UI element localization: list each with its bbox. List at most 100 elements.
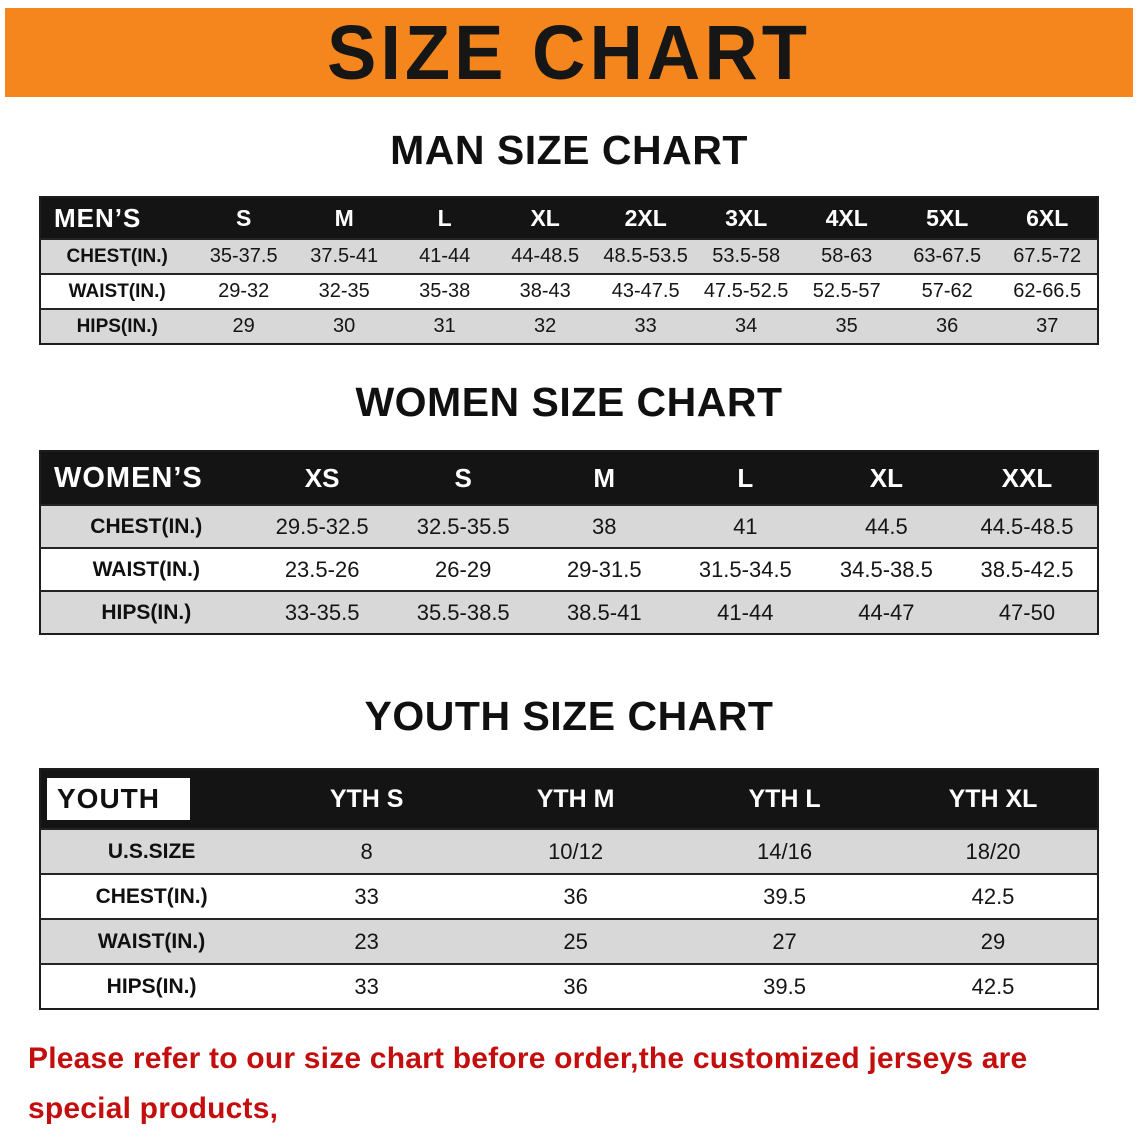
column-header-cell: L — [394, 197, 495, 240]
column-header-cell: S — [193, 197, 294, 240]
table-row: U.S.SIZE 8 10/12 14/16 18/20 — [40, 829, 1098, 875]
size-chart-banner: SIZE CHART — [5, 8, 1133, 97]
value-cell: 14/16 — [757, 838, 813, 864]
value-cell: 36 — [563, 883, 588, 909]
column-header-cell: XL — [494, 197, 596, 240]
value-cell: 8 — [360, 838, 373, 864]
value-cell: 57-62 — [921, 280, 973, 303]
table-row: CHEST(IN.) 29.5-32.5 32.5-35.5 38 41 44.5 44.5… — [40, 505, 1098, 549]
value-cell: 23 — [354, 928, 379, 954]
value-cell: 29-31.5 — [566, 556, 642, 582]
column-header-cell: 6XL — [997, 197, 1098, 240]
row-label-cell: WAIST(IN.) — [68, 280, 166, 302]
youth-size-table: YOUTH YTH S YTH M YTH L YTH XL U.S.SIZE 8 10/12… — [39, 768, 1099, 1011]
row-label-cell: CHEST(IN.) — [90, 514, 203, 538]
value-cell: 34 — [735, 315, 758, 338]
value-cell: 33 — [354, 883, 379, 909]
row-label-cell: CHEST(IN.) — [66, 245, 168, 267]
value-cell: 44.5-48.5 — [980, 513, 1074, 539]
table-head: WOMEN’S XS S M L XL XXL — [40, 451, 1098, 506]
value-cell: 38 — [592, 513, 617, 539]
table-head: YOUTH YTH S YTH M YTH L YTH XL — [40, 769, 1098, 830]
table-head: MEN’S S M L XL 2XL 3XL 4XL 5XL 6XL — [40, 197, 1098, 240]
column-header-cell: YTH XL — [889, 769, 1098, 830]
column-header-cell: XS — [251, 451, 393, 506]
men-section-heading: MAN SIZE CHART — [390, 127, 748, 173]
value-cell: 37.5-41 — [310, 245, 379, 268]
value-cell: 41-44 — [419, 245, 471, 268]
youth-section-heading: YOUTH SIZE CHART — [364, 693, 774, 740]
value-cell: 29 — [980, 928, 1006, 954]
value-cell: 41-44 — [717, 599, 774, 625]
column-header-cell: XXL — [956, 451, 1098, 506]
table-title-cell: YOUTH — [40, 769, 263, 830]
value-cell: 32.5-35.5 — [416, 513, 510, 539]
value-cell: 35 — [835, 315, 858, 338]
value-cell: 34.5-38.5 — [839, 556, 933, 582]
table-title-label: YOUTH — [47, 778, 190, 821]
value-cell: 38.5-42.5 — [980, 556, 1074, 582]
men-section: MAN SIZE CHART MEN’S S M L XL 2XL 3XL 4XL 5XL 6XL… — [0, 127, 1138, 346]
value-cell: 44.5 — [864, 513, 908, 539]
table-body: CHEST(IN.) 35-37.5 37.5-41 41-44 44-48.5 48.5… — [40, 239, 1098, 345]
value-cell: 39.5 — [763, 973, 806, 999]
table-row: CHEST(IN.) 33 36 39.5 42.5 — [40, 874, 1098, 920]
value-cell: 35.5-38.5 — [416, 599, 510, 625]
value-cell: 33-35.5 — [284, 599, 360, 625]
women-size-table: WOMEN’S XS S M L XL XXL CHEST(IN.) 29.5-32.5 32.5… — [39, 450, 1099, 636]
table-row: HIPS(IN.) 29 30 31 32 33 34 35 36 37 — [40, 309, 1098, 345]
row-label-cell: HIPS(IN.) — [76, 315, 158, 337]
value-cell: 33 — [354, 973, 379, 999]
table-header-row: MEN’S S M L XL 2XL 3XL 4XL 5XL 6XL — [40, 197, 1098, 240]
table-header-row: WOMEN’S XS S M L XL XXL — [40, 451, 1098, 506]
value-cell: 38-43 — [519, 280, 571, 303]
value-cell: 23.5-26 — [284, 556, 360, 582]
table-body: CHEST(IN.) 29.5-32.5 32.5-35.5 38 41 44.5 44.5… — [40, 505, 1098, 635]
column-header-cell: 3XL — [695, 197, 797, 240]
row-label-cell: HIPS(IN.) — [106, 974, 197, 998]
value-cell: 39.5 — [763, 883, 806, 909]
column-header-cell: YTH M — [471, 769, 681, 830]
row-label-cell: HIPS(IN.) — [101, 600, 192, 624]
value-cell: 25 — [563, 928, 588, 954]
disclaimer-line-1: Please refer to our size chart before or… — [28, 1042, 1028, 1126]
column-header-cell: 5XL — [896, 197, 998, 240]
value-cell: 31.5-34.5 — [698, 556, 792, 582]
column-header-cell: 4XL — [796, 197, 897, 240]
value-cell: 44-48.5 — [511, 245, 580, 268]
row-label-cell: CHEST(IN.) — [95, 884, 208, 908]
column-header-cell: M — [533, 451, 675, 506]
value-cell: 52.5-57 — [812, 280, 881, 303]
value-cell: 47.5-52.5 — [703, 280, 789, 303]
value-cell: 37 — [1036, 315, 1059, 338]
table-row: HIPS(IN.) 33-35.5 35.5-38.5 38.5-41 41-44 44-… — [40, 591, 1098, 635]
women-section: WOMEN SIZE CHART WOMEN’S XS S M L XL XXL CHEST(… — [0, 379, 1138, 636]
column-header-cell: 2XL — [595, 197, 696, 240]
value-cell: 32 — [534, 315, 557, 338]
table-title-label: WOMEN’S — [54, 461, 203, 494]
value-cell: 38.5-41 — [566, 599, 642, 625]
column-header-cell: XL — [815, 451, 957, 506]
value-cell: 48.5-53.5 — [603, 245, 688, 268]
column-header-cell: M — [293, 197, 395, 240]
banner-title: SIZE CHART — [327, 9, 811, 96]
value-cell: 29 — [232, 315, 255, 338]
value-cell: 31 — [433, 315, 456, 338]
table-body: U.S.SIZE 8 10/12 14/16 18/20 CHEST(IN.) 33 36 39… — [40, 829, 1098, 1010]
value-cell: 41 — [733, 513, 758, 539]
table-row: WAIST(IN.) 23.5-26 26-29 29-31.5 31.5-34.5 34… — [40, 548, 1098, 592]
value-cell: 58-63 — [821, 245, 873, 268]
value-cell: 42.5 — [971, 883, 1015, 909]
value-cell: 32-35 — [318, 280, 370, 303]
value-cell: 44-47 — [858, 599, 915, 625]
value-cell: 62-66.5 — [1013, 280, 1082, 303]
row-label-cell: WAIST(IN.) — [92, 557, 200, 581]
size-chart-page: SIZE CHART MAN SIZE CHART MEN’S S M L XL 2XL 3… — [0, 8, 1138, 1132]
value-cell: 26-29 — [435, 556, 492, 582]
value-cell: 27 — [772, 928, 797, 954]
value-cell: 10/12 — [548, 838, 604, 864]
table-row: CHEST(IN.) 35-37.5 37.5-41 41-44 44-48.5 48.5… — [40, 239, 1098, 275]
value-cell: 35-37.5 — [209, 245, 278, 268]
column-header-cell: YTH S — [262, 769, 472, 830]
value-cell: 29-32 — [218, 280, 270, 303]
